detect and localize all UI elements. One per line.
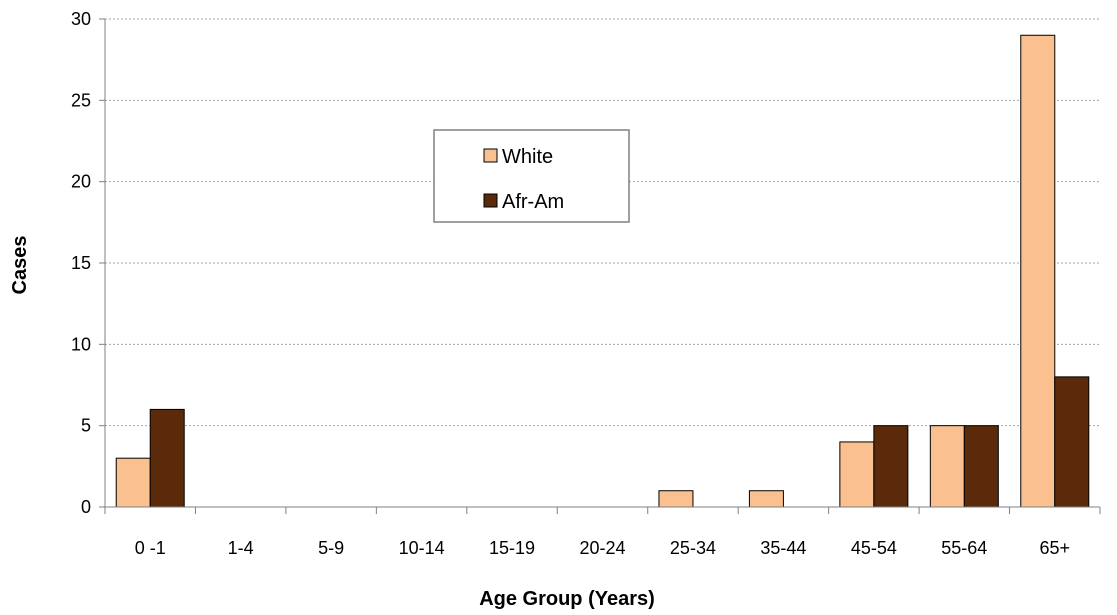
y-tick-labels: 0 5 10 15 20 25 30 <box>71 9 91 517</box>
y-axis-title: Cases <box>9 236 31 295</box>
bar-white-6 <box>658 490 694 508</box>
axes <box>99 18 1101 514</box>
legend-swatch-white <box>483 148 498 163</box>
bar-afr-am-9 <box>963 425 999 508</box>
bar-white-8 <box>839 441 875 508</box>
bar-white-0 <box>115 457 151 508</box>
legend-box <box>433 129 630 223</box>
bar-afr-am-8 <box>873 425 909 508</box>
y-tick-label: 20 <box>71 172 91 192</box>
bar-white-10 <box>1020 34 1056 508</box>
y-tick-label: 30 <box>71 9 91 29</box>
x-tick-label: 65+ <box>1039 538 1070 558</box>
x-tick-label: 1-4 <box>228 538 254 558</box>
bar-afr-am-0 <box>149 408 185 508</box>
legend: White Afr-Am <box>433 129 630 223</box>
x-tick-label: 45-54 <box>851 538 897 558</box>
x-axis-title: Age Group (Years) <box>479 588 655 610</box>
bar-white-7 <box>748 490 784 508</box>
x-tick-label: 25-34 <box>670 538 716 558</box>
legend-label-white: White <box>502 146 553 168</box>
y-tick-label: 0 <box>81 497 91 517</box>
y-tick-label: 5 <box>81 416 91 436</box>
y-tick-label: 10 <box>71 334 91 354</box>
x-tick-label: 15-19 <box>489 538 535 558</box>
x-tick-label: 10-14 <box>399 538 445 558</box>
x-tick-label: 35-44 <box>760 538 806 558</box>
legend-swatch-afr-am <box>483 193 498 208</box>
x-tick-labels: 0 -1 1-4 5-9 10-14 15-19 20-24 25-34 35-44 45-54… <box>135 538 1070 558</box>
x-tick-label: 5-9 <box>318 538 344 558</box>
x-tick-label: 0 -1 <box>135 538 166 558</box>
bar-white-9 <box>929 425 965 508</box>
bar-afr-am-10 <box>1054 376 1090 508</box>
y-tick-label: 15 <box>71 253 91 273</box>
bars <box>115 34 1090 508</box>
legend-label-afr-am: Afr-Am <box>502 191 564 213</box>
x-tick-label: 20-24 <box>579 538 625 558</box>
x-tick-label: 55-64 <box>941 538 987 558</box>
y-tick-label: 25 <box>71 90 91 110</box>
